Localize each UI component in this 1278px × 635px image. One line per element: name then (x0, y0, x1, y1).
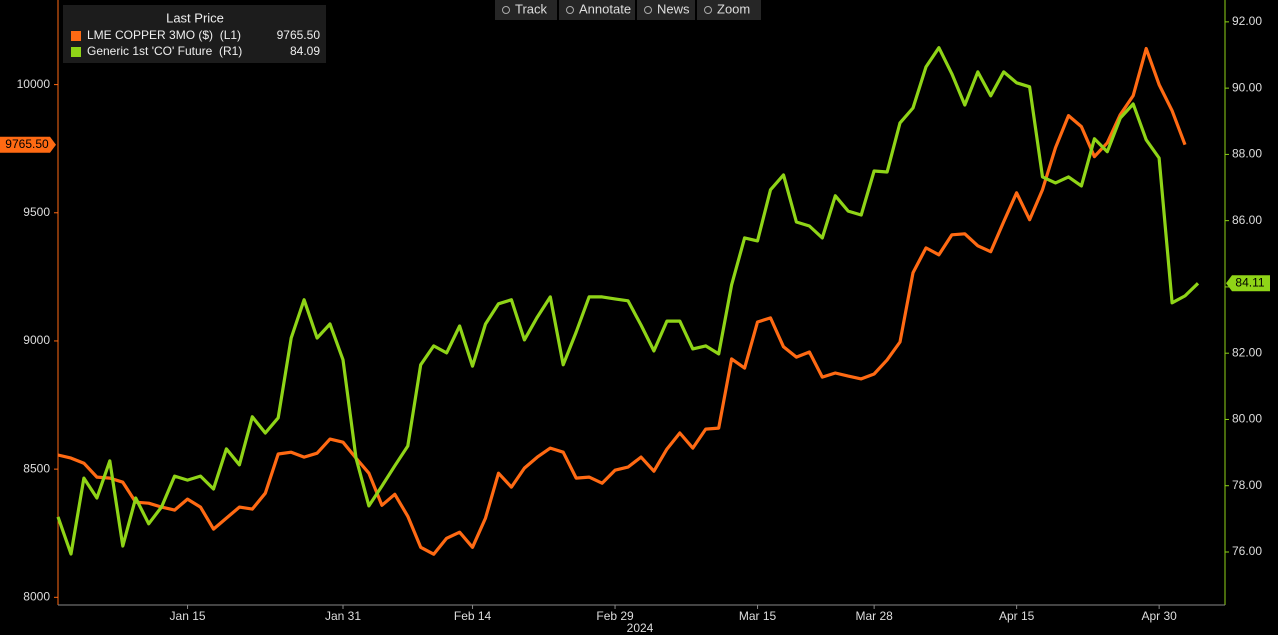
last-value-tag-label: 9765.50 (5, 137, 49, 151)
y2-tick-label: 90.00 (1232, 80, 1262, 94)
toolbar-label: Zoom (717, 1, 750, 16)
legend-swatch (71, 47, 81, 57)
x-tick-label: Apr 15 (999, 609, 1035, 623)
x-tick-label: Jan 31 (325, 609, 361, 623)
y-tick-label: 9000 (23, 333, 50, 347)
y-tick-label: 9500 (23, 205, 50, 219)
y2-tick-label: 80.00 (1232, 412, 1262, 426)
y-tick-label: 8000 (23, 589, 50, 603)
x-tick-label: Jan 15 (170, 609, 206, 623)
y2-tick-label: 86.00 (1232, 213, 1262, 227)
toolbar-button-bg (495, 0, 557, 20)
toolbar-button[interactable]: News (637, 0, 695, 20)
x-tick-label: Mar 15 (739, 609, 777, 623)
legend-value: 84.09 (290, 44, 320, 58)
x-axis-label: 2024 (627, 621, 654, 635)
toolbar-icon (704, 6, 712, 14)
legend-box (63, 5, 326, 63)
toolbar-button-bg (637, 0, 695, 20)
y2-tick-label: 82.00 (1232, 345, 1262, 359)
legend-value: 9765.50 (277, 28, 321, 42)
series-line (57, 46, 1187, 556)
y-tick-label: 10000 (17, 77, 51, 91)
toolbar-button[interactable]: Annotate (559, 0, 635, 20)
last-value-tag (1226, 275, 1270, 292)
legend-label: LME COPPER 3MO ($) (L1) (87, 28, 241, 42)
toolbar-label: Annotate (579, 1, 631, 16)
y-tick-label: 8500 (23, 461, 50, 475)
legend-label: Generic 1st 'CO' Future (R1) (87, 44, 242, 58)
y2-tick-label: 76.00 (1232, 544, 1262, 558)
series-line (56, 46, 1200, 556)
toolbar-icon (566, 6, 574, 14)
toolbar-label: Track (515, 1, 548, 16)
x-tick-label: Feb 29 (596, 609, 634, 623)
legend-title: Last Price (166, 10, 224, 25)
last-value-tag-label: 84.11 (1235, 275, 1264, 289)
toolbar-button-bg (559, 0, 635, 20)
last-value-tag (0, 136, 56, 153)
toolbar-button[interactable]: Track (495, 0, 557, 20)
toolbar-icon (644, 6, 652, 14)
toolbar-button-bg (697, 0, 761, 20)
y2-tick-label: 92.00 (1232, 14, 1262, 28)
toolbar-button[interactable]: Zoom (697, 0, 761, 20)
x-tick-label: Mar 28 (855, 609, 893, 623)
legend-swatch (71, 31, 81, 41)
toolbar-icon (502, 6, 510, 14)
x-tick-label: Feb 14 (454, 609, 492, 623)
toolbar-label: News (657, 1, 690, 16)
x-tick-label: Apr 30 (1141, 609, 1177, 623)
y2-tick-label: 88.00 (1232, 147, 1262, 161)
y2-tick-label: 78.00 (1232, 478, 1262, 492)
